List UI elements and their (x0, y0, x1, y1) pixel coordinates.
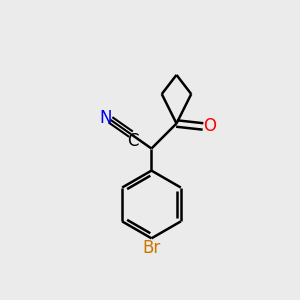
Text: O: O (203, 117, 216, 135)
Text: C: C (127, 132, 138, 150)
Text: N: N (99, 109, 111, 127)
Text: Br: Br (142, 239, 160, 257)
